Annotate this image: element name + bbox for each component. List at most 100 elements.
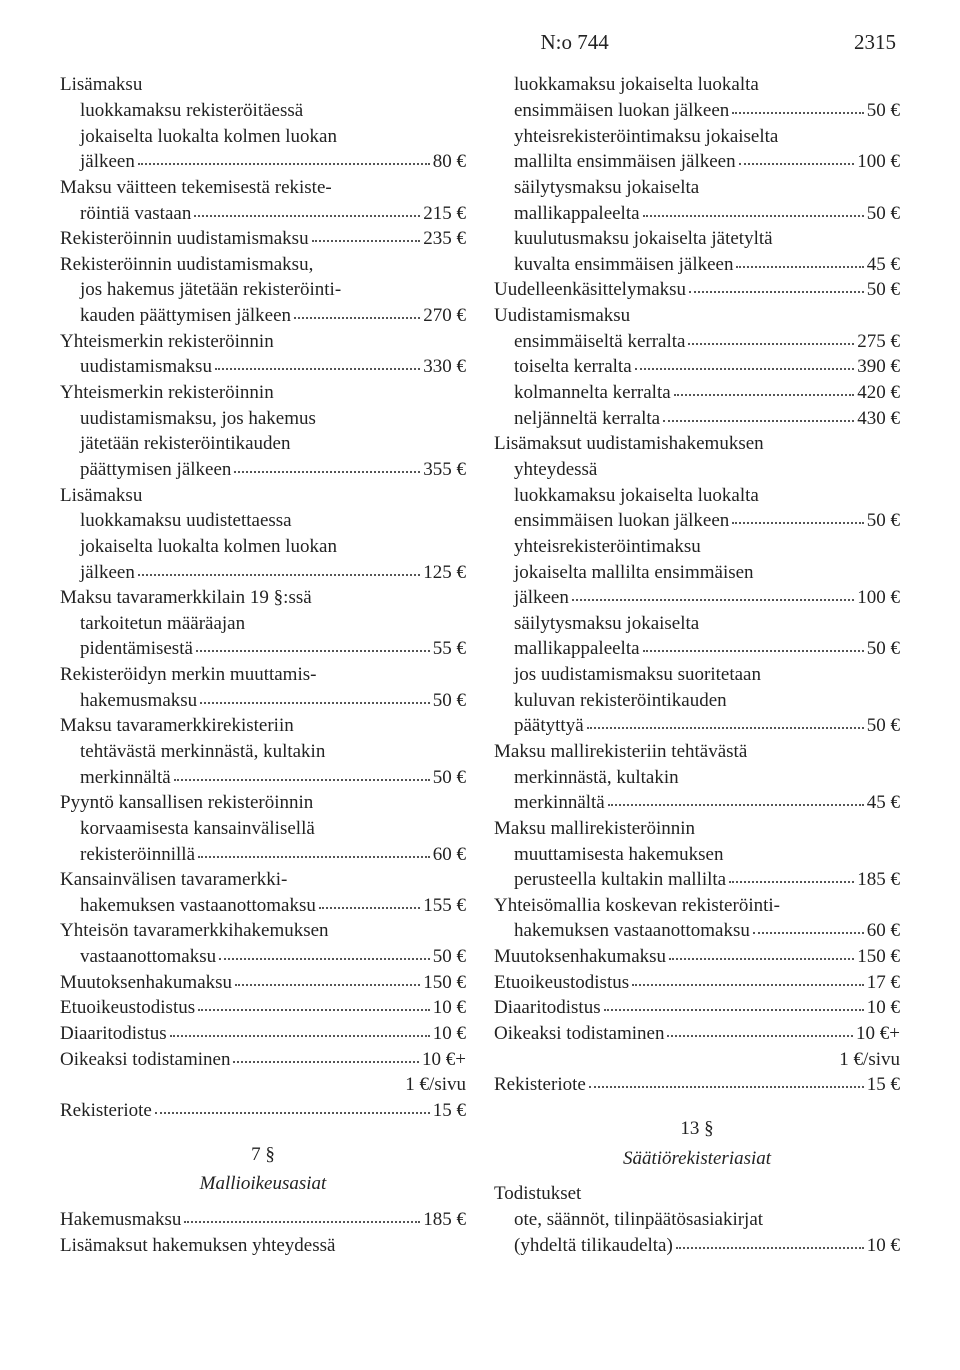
price-line: Muutoksenhakumaksu150 € bbox=[494, 944, 900, 970]
price-label: Rekisteriote bbox=[60, 1098, 152, 1124]
price-value: 50 € bbox=[433, 765, 466, 791]
page-header: N:o 744 2315 bbox=[60, 28, 900, 56]
text-line: jos uudistamismaksu suoritetaan bbox=[494, 662, 900, 688]
price-value: 270 € bbox=[423, 303, 466, 329]
text-line: kuulutusmaksu jokaiselta jätetyltä bbox=[494, 226, 900, 252]
text-line: uudistamismaksu, jos hakemus bbox=[60, 406, 466, 432]
price-line: ensimmäisen luokan jälkeen50 € bbox=[494, 98, 900, 124]
price-line: pidentämisestä55 € bbox=[60, 636, 466, 662]
price-value: 155 € bbox=[423, 893, 466, 919]
price-label: Diaaritodistus bbox=[494, 995, 601, 1021]
text-line: Maksu väitteen tekemisestä rekiste- bbox=[60, 175, 466, 201]
price-value: 45 € bbox=[867, 790, 900, 816]
text-line: Lisämaksu bbox=[60, 483, 466, 509]
leader-dots bbox=[138, 163, 430, 165]
price-value: 100 € bbox=[857, 149, 900, 175]
price-value: 50 € bbox=[867, 508, 900, 534]
text-line: luokkamaksu jokaiselta luokalta bbox=[494, 483, 900, 509]
price-line: Rekisteröinnin uudistamismaksu235 € bbox=[60, 226, 466, 252]
price-value: 235 € bbox=[423, 226, 466, 252]
price-line: kauden päättymisen jälkeen 270 € bbox=[60, 303, 466, 329]
price-value: 355 € bbox=[423, 457, 466, 483]
text-line: Maksu mallirekisteriin tehtävästä bbox=[494, 739, 900, 765]
price-line: Etuoikeustodistus10 € bbox=[60, 995, 466, 1021]
price-value: 390 € bbox=[857, 354, 900, 380]
leader-dots bbox=[688, 343, 854, 345]
text-line: Rekisteröidyn merkin muuttamis- bbox=[60, 662, 466, 688]
text-line: Yhteismerkin rekisteröinnin bbox=[60, 380, 466, 406]
price-value: 50 € bbox=[867, 713, 900, 739]
price-value: 330 € bbox=[423, 354, 466, 380]
price-line: Etuoikeustodistus17 € bbox=[494, 970, 900, 996]
text-line: jokaiselta mallilta ensimmäisen bbox=[494, 560, 900, 586]
text-line: yhteisrekisteröintimaksu jokaiselta bbox=[494, 124, 900, 150]
price-line: mallikappaleelta50 € bbox=[494, 636, 900, 662]
price-value: 15 € bbox=[867, 1072, 900, 1098]
price-label: kauden päättymisen jälkeen bbox=[80, 303, 291, 329]
price-line: neljänneltä kerralta430 € bbox=[494, 406, 900, 432]
text-line: Maksu tavaramerkkirekisteriin bbox=[60, 713, 466, 739]
leader-dots bbox=[736, 266, 863, 268]
leader-dots bbox=[608, 804, 864, 806]
text-line: Pyyntö kansallisen rekisteröinnin bbox=[60, 790, 466, 816]
price-line: päättymisen jälkeen355 € bbox=[60, 457, 466, 483]
text-line: säilytysmaksu jokaiselta bbox=[494, 611, 900, 637]
price-line: Uudelleenkäsittelymaksu 50 € bbox=[494, 277, 900, 303]
price-line: mallilta ensimmäisen jälkeen100 € bbox=[494, 149, 900, 175]
leader-dots bbox=[643, 215, 864, 217]
leader-dots bbox=[604, 1009, 864, 1011]
price-line: jälkeen100 € bbox=[494, 585, 900, 611]
price-label: Etuoikeustodistus bbox=[494, 970, 629, 996]
doc-number: N:o 744 bbox=[541, 30, 609, 54]
leader-dots bbox=[155, 1112, 430, 1114]
price-value: 10 € bbox=[867, 1233, 900, 1259]
price-label: hakemuksen vastaanottomaksu bbox=[514, 918, 750, 944]
text-line: Lisämaksut uudistamishakemuksen bbox=[494, 431, 900, 457]
price-line: jälkeen125 € bbox=[60, 560, 466, 586]
price-label: Oikeaksi todistaminen bbox=[494, 1021, 664, 1047]
section-title: Säätiörekisteriasiat bbox=[494, 1146, 900, 1172]
price-line: Oikeaksi todistaminen10 €+ bbox=[60, 1047, 466, 1073]
price-label: vastaanottomaksu bbox=[80, 944, 216, 970]
leader-dots bbox=[194, 215, 420, 217]
price-value: 55 € bbox=[433, 636, 466, 662]
price-value: 185 € bbox=[857, 867, 900, 893]
section-number: 13 § bbox=[494, 1116, 900, 1142]
section-title: Mallioikeusasiat bbox=[60, 1171, 466, 1197]
text-line: korvaamisesta kansainvälisellä bbox=[60, 816, 466, 842]
price-label: kuvalta ensimmäisen jälkeen bbox=[514, 252, 733, 278]
price-value: 10 € bbox=[433, 1021, 466, 1047]
text-line: Maksu tavaramerkkilain 19 §:ssä bbox=[60, 585, 466, 611]
price-label: mallikappaleelta bbox=[514, 201, 640, 227]
price-line: mallikappaleelta50 € bbox=[494, 201, 900, 227]
price-label: Rekisteriote bbox=[494, 1072, 586, 1098]
text-line: Yhteisön tavaramerkkihakemuksen bbox=[60, 918, 466, 944]
price-line: perusteella kultakin mallilta185 € bbox=[494, 867, 900, 893]
leader-dots bbox=[138, 574, 420, 576]
leader-dots bbox=[635, 368, 855, 370]
text-line: Yhteisömallia koskevan rekisteröinti- bbox=[494, 893, 900, 919]
price-label: päätyttyä bbox=[514, 713, 584, 739]
price-line: Rekisteriote15 € bbox=[60, 1098, 466, 1124]
price-label: merkinnältä bbox=[80, 765, 171, 791]
price-line: Oikeaksi todistaminen10 €+ bbox=[494, 1021, 900, 1047]
text-line: Lisämaksu bbox=[60, 72, 466, 98]
price-line: päätyttyä 50 € bbox=[494, 713, 900, 739]
text-line: jätetään rekisteröintikauden bbox=[60, 431, 466, 457]
leader-dots bbox=[235, 984, 420, 986]
leader-dots bbox=[174, 779, 430, 781]
price-label: Oikeaksi todistaminen bbox=[60, 1047, 230, 1073]
leader-dots bbox=[732, 522, 863, 524]
text-line: tehtävästä merkinnästä, kultakin bbox=[60, 739, 466, 765]
text-line: merkinnästä, kultakin bbox=[494, 765, 900, 791]
price-value: 275 € bbox=[857, 329, 900, 355]
text-line: jokaiselta luokalta kolmen luokan bbox=[60, 124, 466, 150]
leader-dots bbox=[198, 856, 430, 858]
price-value: 50 € bbox=[867, 277, 900, 303]
price-line: kuvalta ensimmäisen jälkeen45 € bbox=[494, 252, 900, 278]
right-column: luokkamaksu jokaiselta luokalta ensimmäis… bbox=[494, 72, 900, 1258]
price-label: Uudelleenkäsittelymaksu bbox=[494, 277, 686, 303]
price-value: 150 € bbox=[857, 944, 900, 970]
leader-dots bbox=[753, 932, 864, 934]
price-label: ensimmäisen luokan jälkeen bbox=[514, 98, 729, 124]
